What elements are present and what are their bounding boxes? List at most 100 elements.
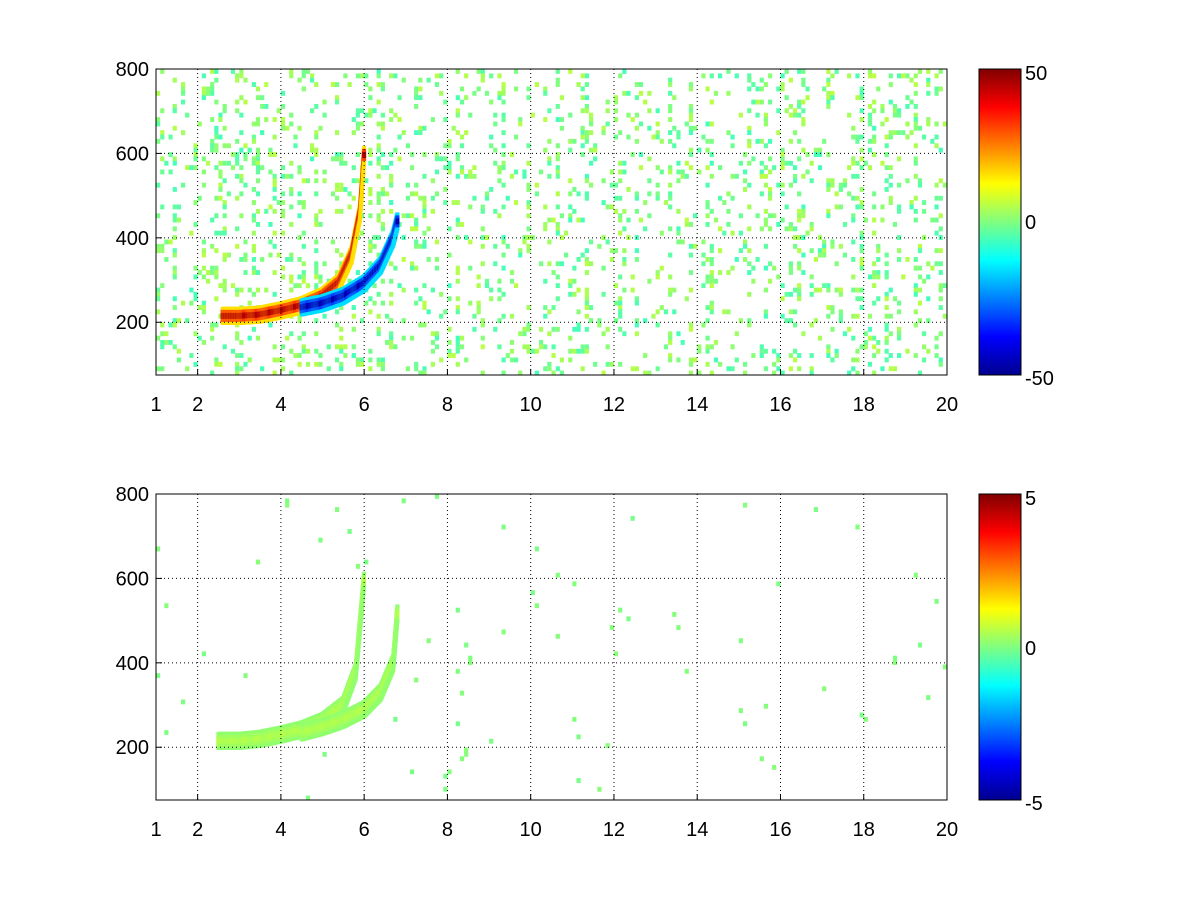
top-noise-cell bbox=[555, 69, 560, 74]
top-y-tick-label: 200 bbox=[116, 312, 149, 334]
top-noise-cell bbox=[210, 90, 215, 96]
top-noise-cell bbox=[285, 173, 290, 179]
top-noise-cell bbox=[297, 283, 302, 289]
top-noise-cell bbox=[805, 169, 810, 175]
top-noise-cell bbox=[892, 108, 898, 114]
top-noise-cell bbox=[693, 125, 698, 131]
top-ridge-cell bbox=[362, 151, 367, 158]
top-noise-cell bbox=[763, 121, 768, 127]
top-noise-cell bbox=[855, 134, 860, 140]
top-noise-cell bbox=[797, 366, 802, 372]
top-noise-cell bbox=[522, 331, 527, 337]
top-noise-cell bbox=[156, 243, 161, 249]
top-noise-cell bbox=[335, 182, 340, 188]
top-noise-cell bbox=[913, 143, 918, 149]
top-noise-cell bbox=[672, 95, 677, 101]
top-noise-cell bbox=[489, 287, 494, 293]
top-noise-cell bbox=[210, 265, 215, 271]
top-noise-cell bbox=[401, 130, 406, 136]
top-noise-cell bbox=[393, 112, 398, 118]
top-noise-cell bbox=[439, 313, 444, 319]
top-noise-cell bbox=[713, 217, 719, 223]
top-noise-cell bbox=[797, 353, 802, 358]
top-noise-cell bbox=[851, 274, 856, 280]
top-noise-cell bbox=[230, 348, 236, 354]
top-noise-cell bbox=[688, 270, 694, 275]
top-noise-cell bbox=[713, 278, 719, 284]
top-noise-cell bbox=[255, 95, 261, 101]
top-noise-cell bbox=[709, 344, 714, 350]
top-noise-cell bbox=[817, 335, 823, 341]
top-noise-cell bbox=[393, 265, 398, 271]
top-noise-cell bbox=[659, 265, 664, 271]
top-noise-cell bbox=[347, 204, 352, 210]
top-noise-cell bbox=[439, 90, 444, 96]
top-noise-cell bbox=[501, 152, 506, 157]
bottom-noise-cell bbox=[942, 664, 947, 670]
top-noise-cell bbox=[847, 326, 852, 332]
top-noise-cell bbox=[838, 182, 843, 188]
top-noise-cell bbox=[264, 82, 269, 87]
top-noise-cell bbox=[197, 335, 202, 341]
top-noise-cell bbox=[555, 204, 560, 210]
top-noise-cell bbox=[255, 270, 261, 275]
top-noise-cell bbox=[826, 313, 831, 319]
top-noise-cell bbox=[605, 344, 610, 350]
top-noise-cell bbox=[522, 239, 527, 245]
top-noise-cell bbox=[759, 86, 764, 92]
top-noise-cell bbox=[901, 73, 906, 79]
top-noise-cell bbox=[480, 77, 485, 83]
top-noise-cell bbox=[193, 361, 198, 367]
top-noise-cell bbox=[576, 326, 581, 332]
top-noise-cell bbox=[730, 195, 735, 201]
top-noise-cell bbox=[543, 313, 548, 319]
top-noise-cell bbox=[197, 270, 202, 275]
top-noise-cell bbox=[434, 344, 440, 350]
top-noise-cell bbox=[255, 208, 261, 214]
top-noise-cell bbox=[235, 173, 240, 179]
top-noise-cell bbox=[289, 274, 294, 280]
top-noise-cell bbox=[543, 147, 548, 153]
top-noise-cell bbox=[418, 243, 423, 249]
top-noise-cell bbox=[751, 353, 756, 358]
bottom-noise-cell bbox=[164, 730, 169, 735]
top-noise-cell bbox=[160, 156, 165, 162]
top-noise-cell bbox=[551, 270, 556, 275]
top-noise-cell bbox=[235, 152, 240, 157]
top-noise-cell bbox=[797, 208, 802, 214]
top-noise-cell bbox=[855, 138, 860, 144]
top-noise-cell bbox=[634, 82, 639, 87]
top-noise-cell bbox=[826, 104, 831, 109]
top-noise-cell bbox=[339, 344, 344, 350]
top-noise-cell bbox=[280, 173, 286, 179]
top-noise-cell bbox=[218, 313, 223, 319]
top-noise-cell bbox=[826, 77, 831, 83]
top-noise-cell bbox=[705, 348, 710, 354]
top-noise-cell bbox=[584, 130, 589, 136]
top-noise-cell bbox=[626, 187, 631, 192]
top-noise-cell bbox=[826, 152, 831, 157]
top-noise-cell bbox=[318, 353, 323, 358]
top-noise-cell bbox=[443, 117, 448, 122]
top-noise-cell bbox=[318, 125, 323, 131]
top-noise-cell bbox=[568, 204, 573, 210]
top-noise-cell bbox=[559, 261, 564, 267]
top-noise-cell bbox=[251, 326, 256, 332]
top-noise-cell bbox=[880, 366, 885, 372]
top-noise-cell bbox=[472, 195, 477, 201]
top-noise-cell bbox=[526, 213, 531, 219]
top-noise-cell bbox=[701, 283, 706, 289]
bottom-noise-cell bbox=[459, 756, 465, 762]
top-noise-cell bbox=[214, 270, 219, 275]
top-noise-cell bbox=[414, 86, 419, 92]
top-noise-cell bbox=[397, 95, 402, 101]
top-noise-cell bbox=[793, 309, 798, 315]
top-noise-cell bbox=[385, 340, 390, 345]
top-noise-cell bbox=[251, 265, 256, 271]
top-noise-cell bbox=[801, 331, 806, 337]
top-noise-cell bbox=[497, 213, 502, 219]
top-noise-cell bbox=[634, 138, 639, 144]
bottom-noise-cell bbox=[243, 673, 248, 679]
top-noise-cell bbox=[688, 152, 694, 157]
bottom-noise-cell bbox=[459, 690, 465, 696]
